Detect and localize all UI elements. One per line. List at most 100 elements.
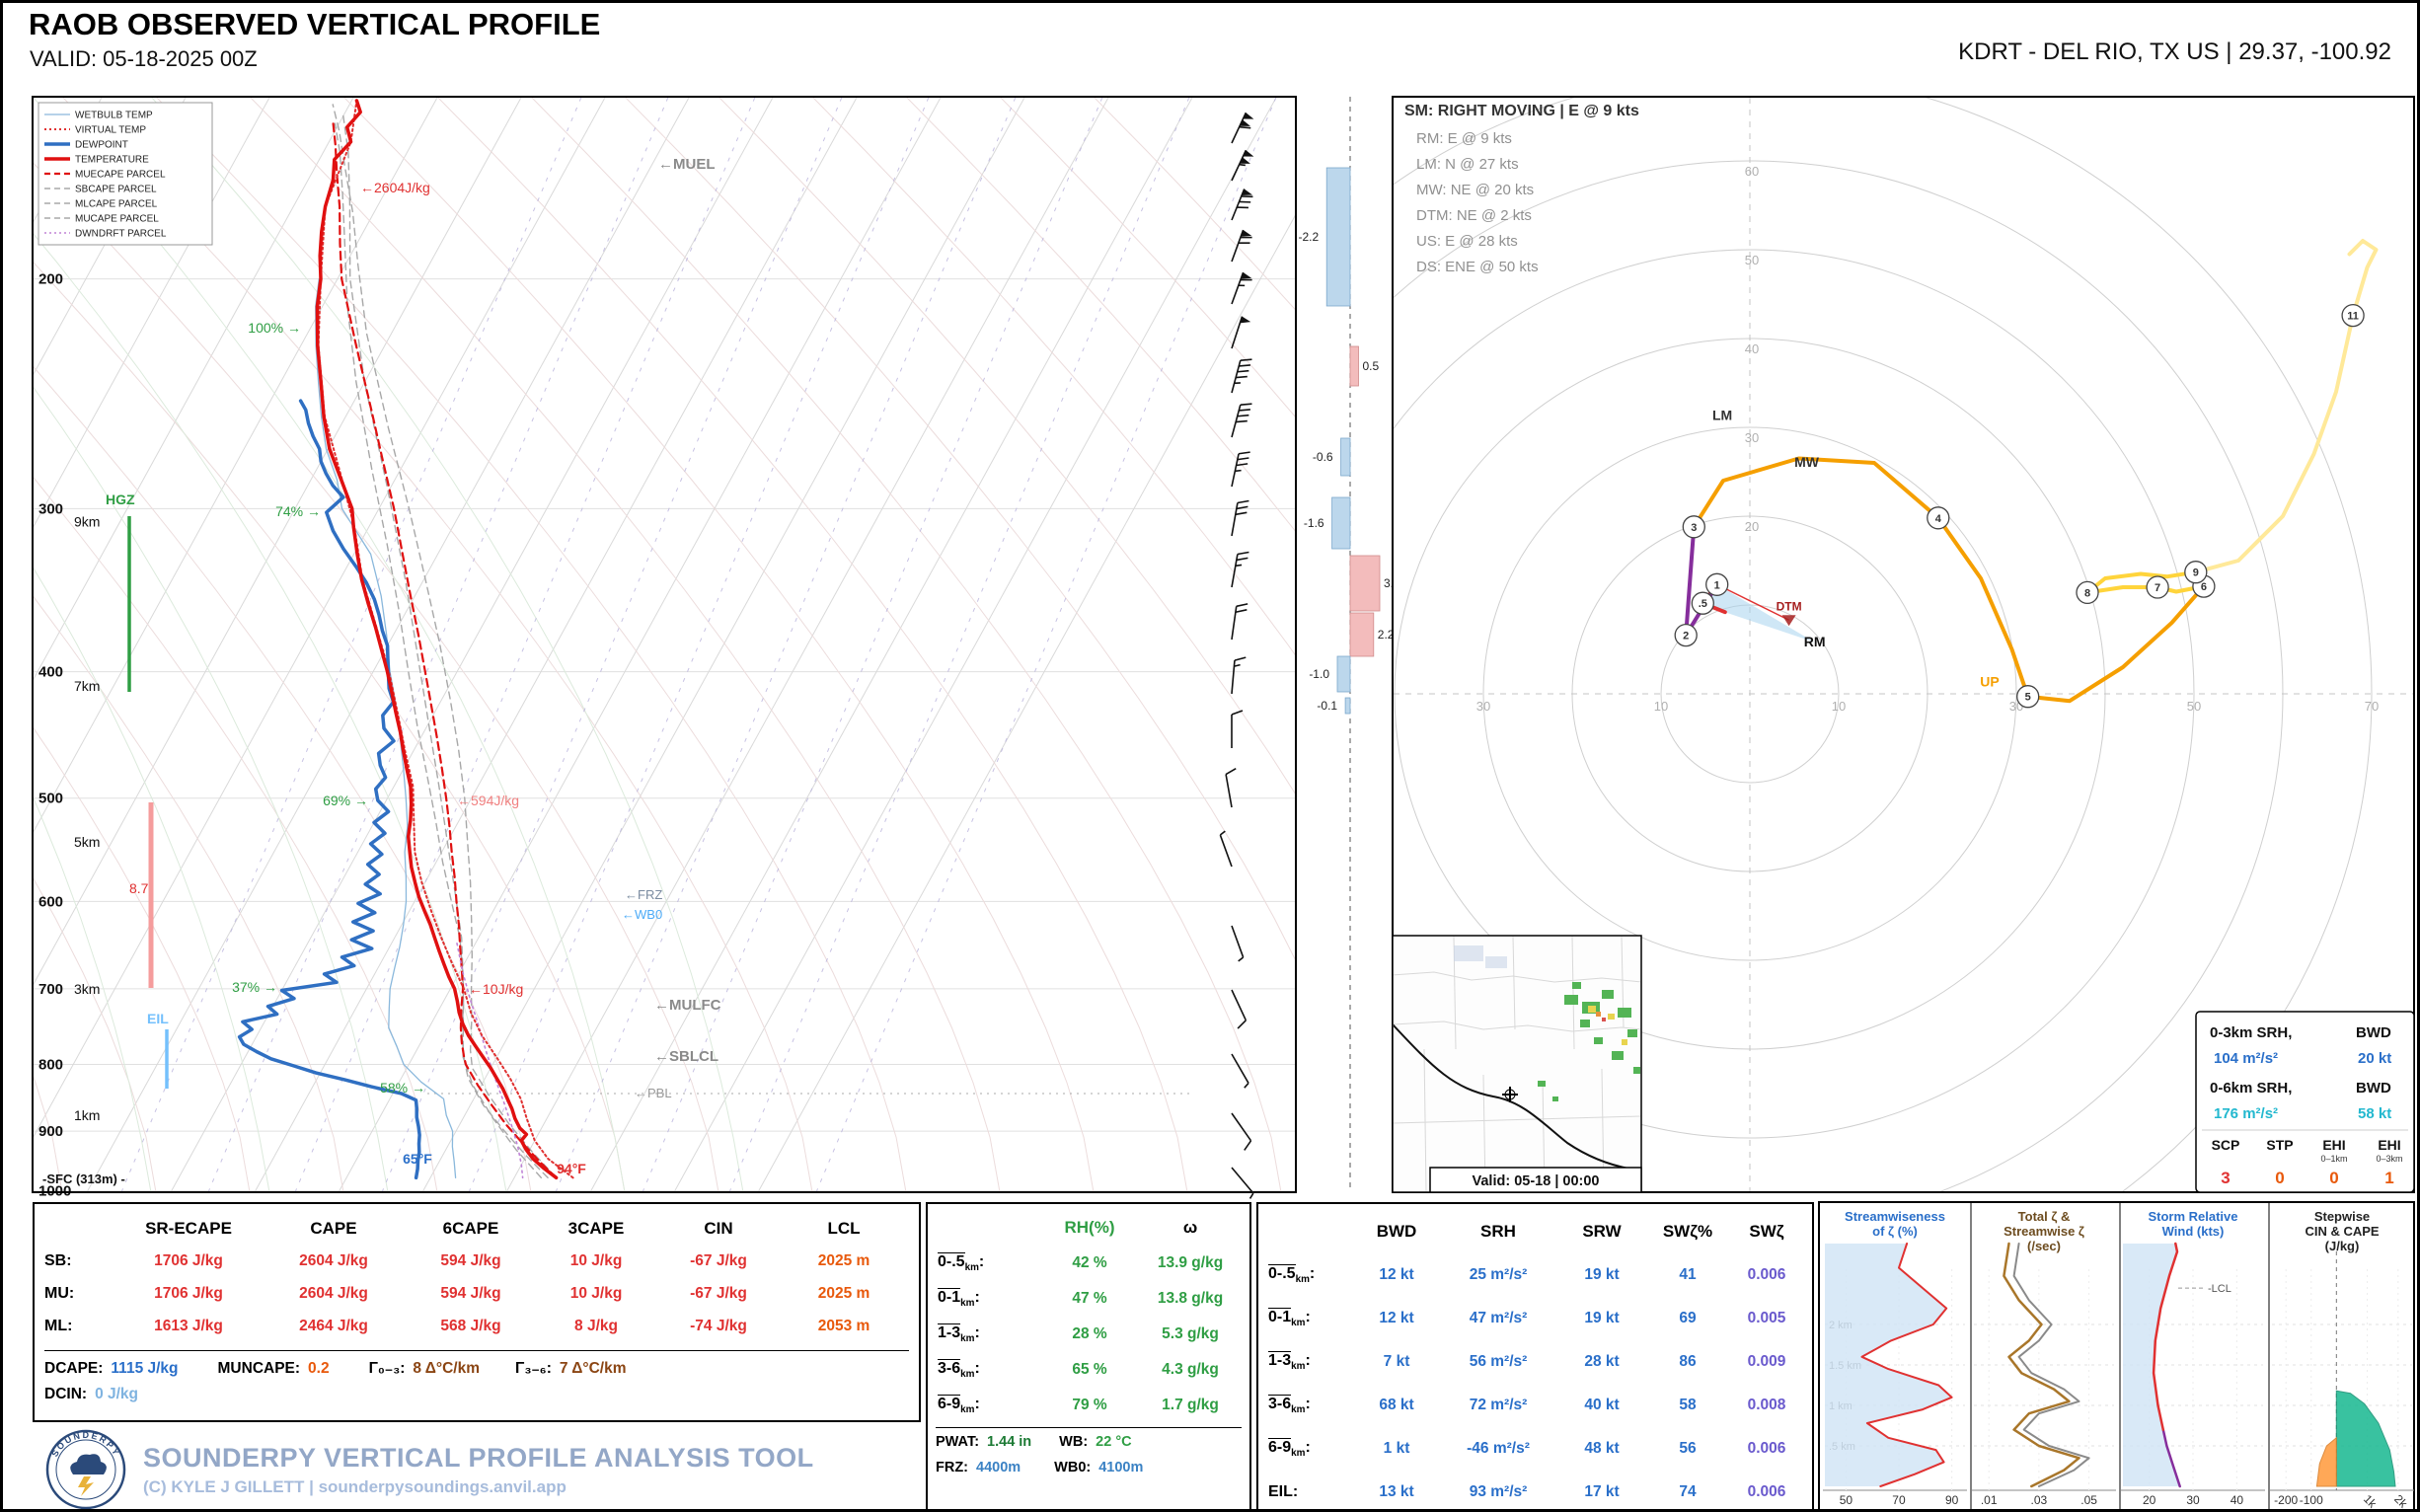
srh-fill-polygon	[1702, 584, 1815, 643]
omega-bar	[1344, 697, 1351, 715]
index-header: STP	[2266, 1137, 2293, 1153]
radar-echo	[1572, 982, 1581, 989]
radar-echo	[1608, 1014, 1615, 1020]
srw-curve	[2152, 1242, 2179, 1431]
skewt-annotation: ←PBL	[635, 1086, 672, 1100]
isotherm	[34, 98, 187, 375]
skewt-annotation: 100% →	[248, 320, 301, 336]
rh-value: 79 %	[1072, 1397, 1107, 1413]
rh-value: 42 %	[1072, 1254, 1107, 1271]
thermo-value: -67 J/kg	[690, 1251, 747, 1269]
kinematics-value: 58	[1679, 1397, 1697, 1413]
skewt-annotations: ←MUEL ←2604J/kg 100% → HGZ 74% → 69% → ←594J/k…	[42, 156, 721, 1186]
moisture-row-label: 3-6km:	[938, 1359, 980, 1381]
moist-adiabat	[151, 98, 744, 1191]
hodo-height-marker	[1682, 515, 1705, 539]
pressure-tick-label: 900	[38, 1123, 63, 1140]
hodo-ring-label: 10	[1654, 699, 1668, 714]
thermo-value: 1706 J/kg	[154, 1251, 223, 1269]
map-frame	[1392, 935, 1642, 1193]
skewt-legend: WETBULB TEMP VIRTUAL TEMP DEWPOINT TEMPERAT…	[38, 102, 213, 246]
kinematics-col-header: SRH	[1480, 1222, 1516, 1241]
hodo-trace-3-6km	[1692, 456, 2206, 704]
hodo-ring-label: 50	[2187, 699, 2201, 714]
kinematics-value: 0.006	[1747, 1266, 1786, 1283]
hodo-ring-label: 30	[1745, 430, 1759, 445]
wind-barb	[1231, 451, 1250, 488]
pressure-tick-label: 200	[38, 271, 63, 288]
dry-adiabat	[250, 98, 1001, 1191]
omega-panel: -2.20.5-0.6-1.63.12.2-1.0-0.1	[1299, 97, 1400, 1192]
legend-label: VIRTUAL TEMP	[75, 125, 146, 136]
skewt-profiles	[237, 99, 574, 1180]
skewt-annotation: ←SBLCL	[654, 1048, 718, 1065]
moist-adiabat	[34, 386, 389, 1191]
wind-barb	[1231, 189, 1253, 221]
moisture-row-label: 1-3km:	[938, 1323, 980, 1345]
thermo-col-header: SR-ECAPE	[145, 1218, 232, 1238]
thermo-value: 2604 J/kg	[299, 1284, 368, 1302]
kinematics-value: 72 m²/s²	[1469, 1397, 1528, 1413]
wind-barb	[1231, 499, 1249, 537]
moist-adiabat	[34, 796, 152, 1191]
frz-label: FRZ:	[936, 1460, 969, 1475]
index-value: 0	[2329, 1169, 2338, 1187]
dry-adiabat	[34, 726, 251, 1191]
kinematics-value: 12 kt	[1379, 1266, 1414, 1283]
hodo-ring-label: 70	[2365, 699, 2379, 714]
hodo-height-marker-label: 7	[2155, 582, 2160, 594]
skewt-annotation: ←WB0	[622, 907, 662, 922]
pressure-tick-label: 300	[38, 500, 63, 517]
thermo-value: 2604 J/kg	[299, 1251, 368, 1269]
dry-adiabat	[34, 877, 157, 1191]
panel-title: (/sec)	[2027, 1239, 2061, 1253]
panel-tick-label: .05	[2080, 1493, 2097, 1507]
lcl-label: -LCL	[2208, 1283, 2231, 1295]
hodo-height-marker-label: .5	[1699, 598, 1707, 610]
hodo-height-marker-label: 3	[1691, 522, 1697, 534]
isotherm	[338, 98, 942, 1191]
hodo-ring-label: 60	[1745, 164, 1759, 179]
radar-echo	[1596, 1012, 1601, 1017]
omega-value: -1.0	[1309, 667, 1329, 681]
wind-barb	[1231, 989, 1248, 1029]
dry-adiabat	[531, 98, 1282, 1191]
srh-row-label: BWD	[2356, 1080, 2391, 1096]
wind-barb	[1231, 229, 1252, 263]
hodo-trace-9-12km	[2193, 239, 2379, 574]
isotherm	[34, 98, 354, 681]
index-header: EHI	[2378, 1137, 2400, 1153]
brand-text: SOUNDERPY VERTICAL PROFILE ANALYSIS TOOL	[143, 1442, 814, 1473]
dtm-connector	[1716, 583, 1789, 621]
dcin-value: 0 J/kg	[95, 1386, 139, 1402]
thermo-row-label: MU:	[44, 1284, 75, 1302]
isotherm	[505, 98, 1109, 1191]
kinematics-value: 93 m²/s²	[1469, 1483, 1528, 1500]
thermo-value: -74 J/kg	[690, 1317, 747, 1334]
skewt-annotation: 37% →	[232, 979, 277, 995]
county-line	[1394, 971, 1640, 983]
panel-title: Streamwise ζ	[2004, 1224, 2084, 1239]
thermo-grid: SR-ECAPE CAPE 6CAPE 3CAPE CIN LCL SB: 1706 J/kg…	[35, 1204, 919, 1342]
radar-echo	[1594, 1037, 1603, 1044]
isotherm	[421, 98, 1025, 1191]
thermo-value: 2053 m	[817, 1317, 870, 1334]
omega-bar	[1340, 437, 1351, 477]
kinematics-value: 19 kt	[1584, 1310, 1620, 1326]
motion-label: RM	[1804, 634, 1826, 649]
mixing-ratio-value: 13.9 g/kg	[1157, 1254, 1224, 1271]
map-caption-box	[1429, 1167, 1642, 1193]
kinematics-grid: BWD SRH SRW SWζ% SWζ 0-.5km: 12 kt 25 m²/s² 19 k…	[1258, 1204, 1812, 1509]
thermo-value: 8 J/kg	[574, 1317, 618, 1334]
hodo-ring-label: 10	[1832, 699, 1846, 714]
thermo-table: SR-ECAPE CAPE 6CAPE 3CAPE CIN LCL SB: 1706 J/kg…	[33, 1202, 921, 1422]
page-title: RAOB OBSERVED VERTICAL PROFILE	[29, 7, 601, 41]
wind-barb	[1231, 403, 1252, 438]
index-header: SCP	[2212, 1137, 2240, 1153]
wind-barb	[1231, 1112, 1252, 1151]
skewt-annotation: 74% →	[275, 503, 321, 519]
height-label: 9km	[74, 514, 100, 530]
hodo-height-marker-label: 2	[1683, 631, 1689, 643]
